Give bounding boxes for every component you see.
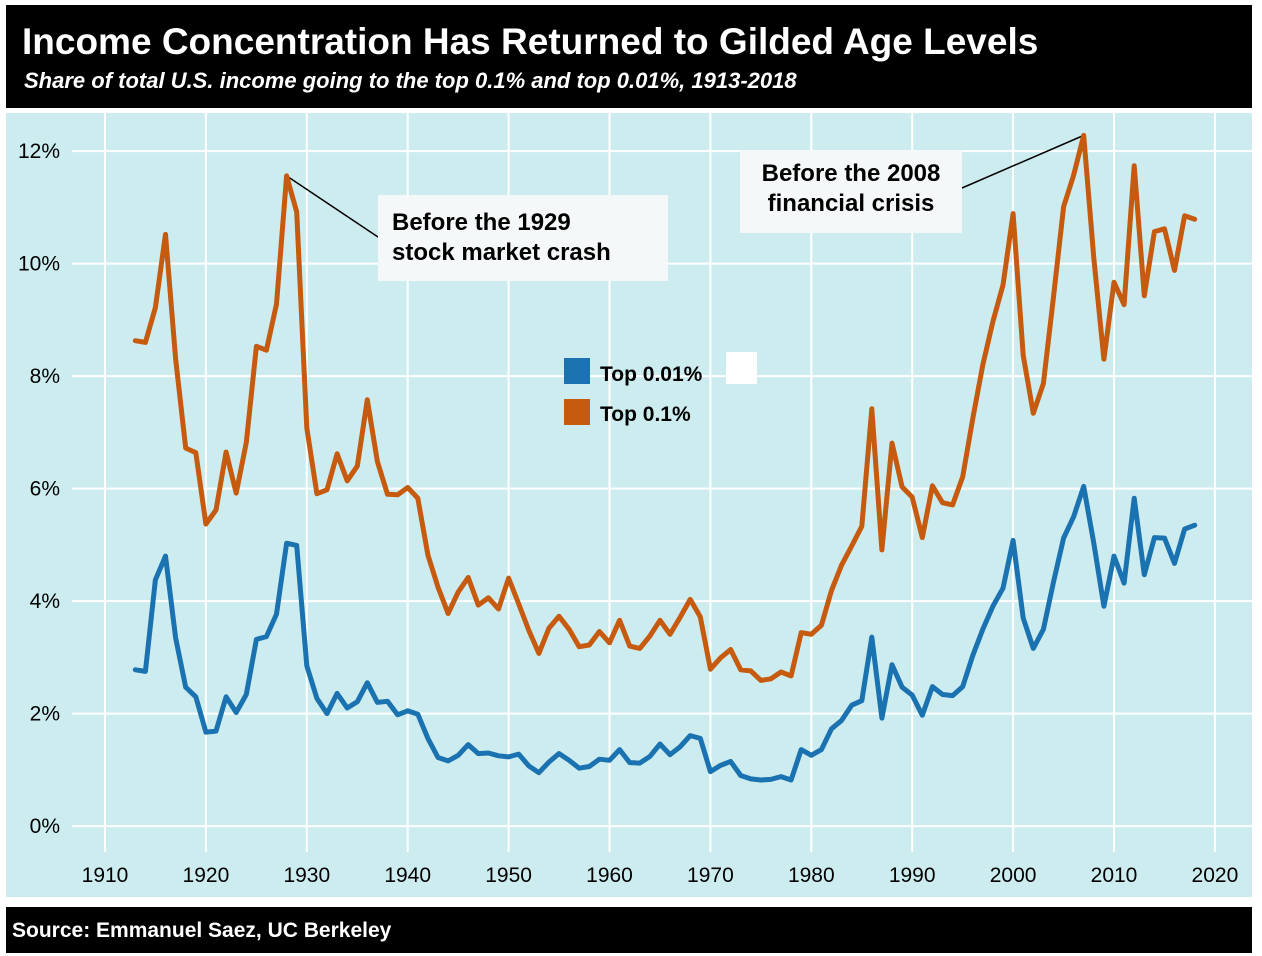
y-tick-label-0: 0% <box>30 815 60 838</box>
annotation-1929-line1: Before the 1929 <box>392 209 571 236</box>
legend-swatch-top001 <box>564 358 590 384</box>
chart-title: Income Concentration Has Returned to Gil… <box>22 21 1039 62</box>
x-tick-label-2000: 2000 <box>990 864 1037 887</box>
annotation-leader-1 <box>961 134 1085 189</box>
y-tick-label-2: 2% <box>30 703 60 726</box>
legend-swatch-top01 <box>564 399 590 425</box>
x-tick-label-1990: 1990 <box>889 864 936 887</box>
annotation-2008: Before the 2008 financial crisis <box>740 150 962 233</box>
annotation-2008-line2: financial crisis <box>767 190 935 217</box>
series-line-top01 <box>132 132 1198 683</box>
legend-highlight-box <box>726 352 757 384</box>
y-tick-label-10: 10% <box>18 253 60 276</box>
x-tick-label-1910: 1910 <box>82 864 129 887</box>
x-tick-label-1950: 1950 <box>485 864 532 887</box>
x-tick-label-1930: 1930 <box>283 864 330 887</box>
y-tick-label-6: 6% <box>30 478 60 501</box>
y-tick-label-8: 8% <box>30 365 60 388</box>
y-tick-label-12: 12% <box>18 140 60 163</box>
series-lines <box>132 132 1198 783</box>
source-note: Source: Emmanuel Saez, UC Berkeley <box>12 919 392 942</box>
annotation-1929-line2: stock market crash <box>392 239 611 266</box>
annotation-2008-line1: Before the 2008 <box>761 160 941 187</box>
x-tick-label-1940: 1940 <box>384 864 431 887</box>
legend-label-top001: Top 0.01% <box>600 363 703 386</box>
chart-subtitle: Share of total U.S. income going to the … <box>24 68 797 93</box>
annotation-leaders <box>286 134 1085 238</box>
x-tick-label-1970: 1970 <box>687 864 734 887</box>
annotation-leader-0 <box>286 175 379 238</box>
axis-ticks: 1910 1920 1930 1940 1950 1960 1970 1980 1990 2000… <box>18 140 1238 887</box>
x-tick-label-1960: 1960 <box>586 864 633 887</box>
x-tick-label-1980: 1980 <box>788 864 835 887</box>
x-tick-label-2020: 2020 <box>1192 864 1239 887</box>
y-tick-label-4: 4% <box>30 590 60 613</box>
annotation-1929: Before the 1929 stock market crash <box>378 195 668 281</box>
chart-header: Income Concentration Has Returned to Gil… <box>6 5 1252 108</box>
legend: Top 0.01% Top 0.1% <box>564 352 757 426</box>
series-line-top001 <box>132 483 1198 783</box>
legend-label-top01: Top 0.1% <box>600 403 691 426</box>
chart-footer: Source: Emmanuel Saez, UC Berkeley <box>6 907 1252 953</box>
x-tick-label-2010: 2010 <box>1091 864 1138 887</box>
x-tick-label-1920: 1920 <box>183 864 230 887</box>
